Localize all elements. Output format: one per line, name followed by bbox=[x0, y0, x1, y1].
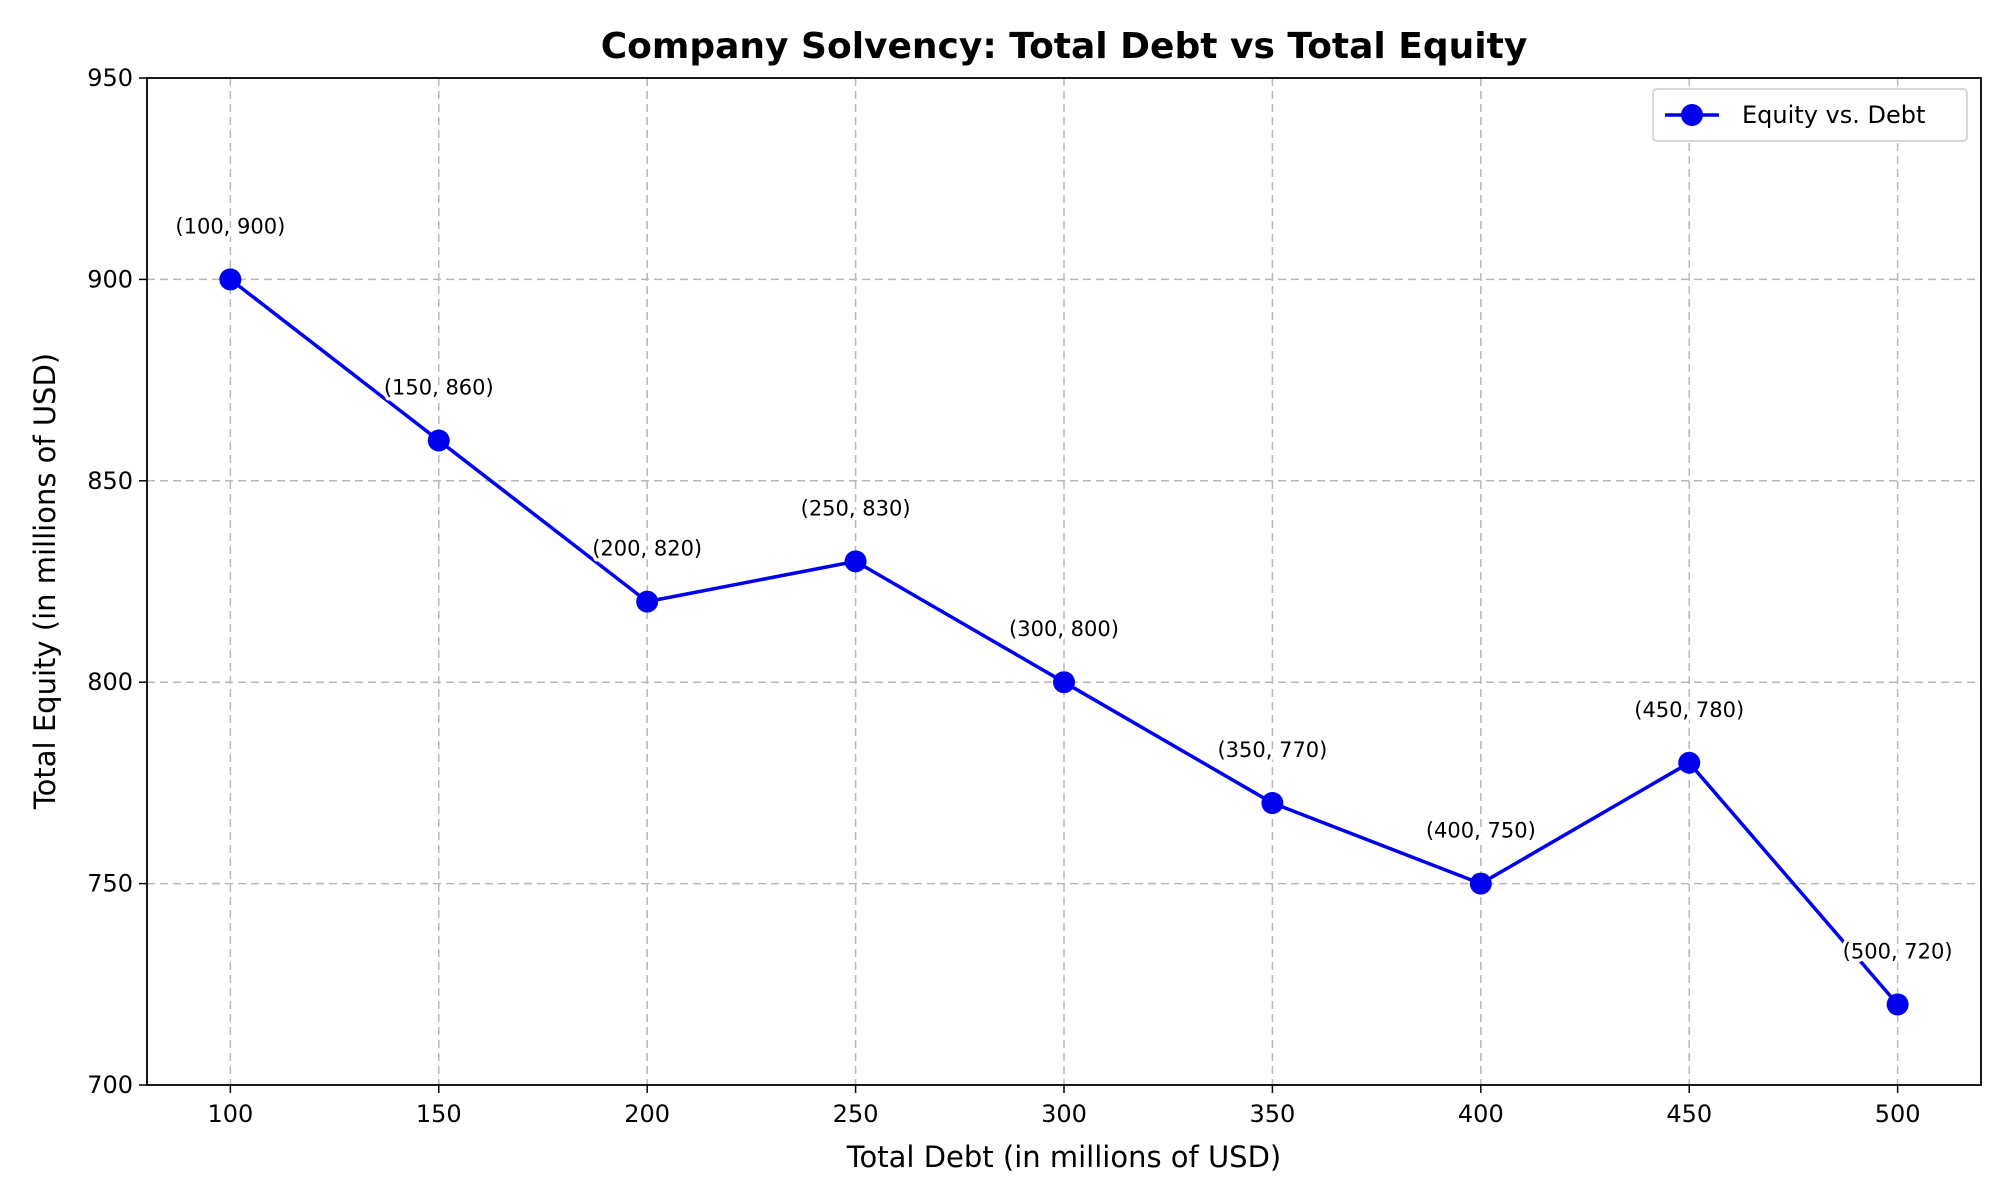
data-point-label: (200, 820) bbox=[592, 537, 702, 561]
data-point bbox=[1678, 751, 1701, 774]
y-tick-label: 800 bbox=[87, 668, 133, 696]
x-tick-label: 400 bbox=[1458, 1100, 1504, 1128]
x-tick-label: 250 bbox=[833, 1100, 879, 1128]
x-tick-label: 100 bbox=[207, 1100, 253, 1128]
y-tick-label: 900 bbox=[87, 265, 133, 293]
legend-entry-label: Equity vs. Debt bbox=[1742, 101, 1925, 129]
data-point-label: (450, 780) bbox=[1634, 698, 1744, 722]
series-line-layer bbox=[219, 268, 1909, 1016]
data-point bbox=[1261, 792, 1284, 815]
data-labels: (100, 900) (150, 860) (200, 820) (250, 830)… bbox=[172, 211, 1956, 967]
x-tick-label: 150 bbox=[416, 1100, 462, 1128]
data-point-label: (100, 900) bbox=[175, 214, 285, 238]
x-tick-label: 200 bbox=[624, 1100, 670, 1128]
data-point bbox=[1886, 993, 1909, 1016]
y-tick-label: 750 bbox=[87, 870, 133, 898]
x-tick-label: 350 bbox=[1250, 1100, 1296, 1128]
data-point-label: (350, 770) bbox=[1217, 738, 1327, 762]
data-point-label: (400, 750) bbox=[1426, 819, 1536, 843]
y-tick-label: 950 bbox=[87, 64, 133, 92]
legend: Equity vs. Debt bbox=[1652, 88, 1968, 142]
x-tick-label: 450 bbox=[1666, 1100, 1712, 1128]
data-point bbox=[844, 550, 867, 573]
axis-ticks: 100 150 200 250 300 350 400 450 500 700 750 800 850 9… bbox=[87, 64, 1920, 1128]
data-point bbox=[1469, 872, 1492, 895]
data-point-label: (250, 830) bbox=[801, 496, 911, 520]
x-axis-label: Total Debt (in millions of USD) bbox=[846, 1140, 1281, 1174]
data-point-label: (300, 800) bbox=[1009, 617, 1119, 641]
x-tick-label: 300 bbox=[1041, 1100, 1087, 1128]
chart-title: Company Solvency: Total Debt vs Total Eq… bbox=[601, 26, 1528, 67]
y-axis-label: Total Equity (in millions of USD) bbox=[28, 353, 62, 810]
y-tick-label: 700 bbox=[87, 1071, 133, 1099]
x-tick-label: 500 bbox=[1875, 1100, 1921, 1128]
data-point bbox=[1053, 671, 1075, 694]
data-point bbox=[427, 429, 450, 452]
legend-marker-swatch bbox=[1681, 104, 1703, 126]
data-point bbox=[219, 268, 242, 291]
legend-box bbox=[1652, 88, 1968, 142]
y-tick-label: 850 bbox=[87, 467, 133, 495]
data-point bbox=[636, 590, 659, 613]
data-point-label: (500, 720) bbox=[1843, 939, 1953, 963]
data-point-label: (150, 860) bbox=[384, 376, 494, 400]
